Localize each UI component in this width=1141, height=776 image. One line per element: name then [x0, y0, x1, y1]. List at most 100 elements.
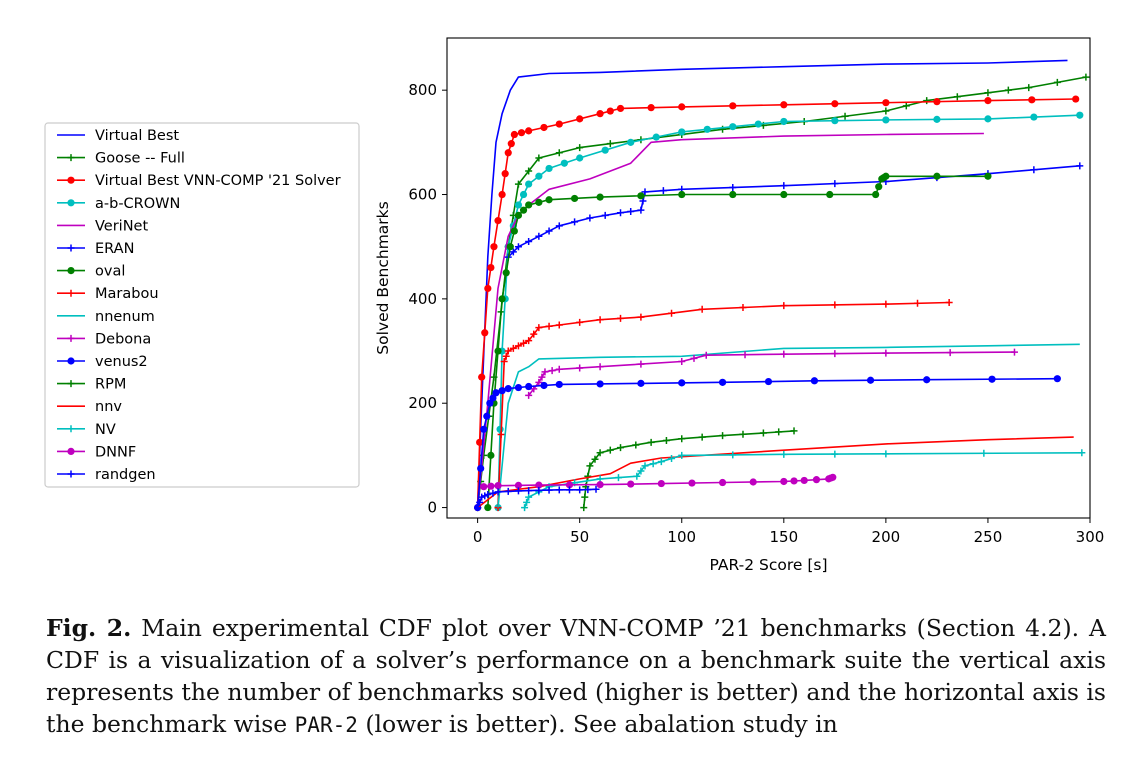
data-point — [780, 450, 788, 458]
data-point — [984, 89, 992, 97]
data-point — [498, 387, 506, 395]
data-point — [478, 373, 486, 381]
data-point — [984, 97, 992, 105]
data-point — [780, 101, 788, 109]
data-point — [517, 129, 526, 137]
data-point — [980, 449, 988, 457]
legend-label: Virtual Best — [95, 128, 179, 144]
legend-item-nv: NV — [57, 422, 116, 438]
data-point — [1010, 348, 1018, 356]
data-point — [831, 180, 839, 188]
data-point — [668, 455, 676, 463]
data-point — [489, 394, 497, 402]
data-point — [729, 190, 737, 199]
data-point — [484, 503, 492, 512]
data-point — [1072, 95, 1080, 103]
data-point — [548, 367, 556, 375]
data-point — [576, 486, 584, 494]
data-point — [882, 99, 890, 107]
data-point — [540, 381, 548, 390]
series-dnnf — [480, 473, 837, 491]
caption-lead: Fig. 2. — [46, 614, 132, 642]
data-point — [627, 480, 635, 488]
legend-marker — [67, 176, 75, 184]
x-tick-label: 150 — [769, 528, 798, 546]
data-point — [657, 479, 665, 488]
data-point — [729, 451, 737, 459]
data-point — [596, 110, 604, 118]
data-point — [525, 237, 533, 245]
data-point — [1053, 78, 1061, 86]
data-point — [514, 487, 522, 495]
series-virtual-best — [476, 59, 1068, 508]
data-point — [617, 209, 625, 217]
legend-item-eran: ERAN — [57, 241, 134, 257]
data-point — [718, 478, 727, 487]
data-point — [535, 378, 543, 386]
series-verinet — [476, 132, 984, 508]
data-point — [647, 438, 655, 446]
data-point — [882, 450, 890, 458]
data-point — [494, 482, 502, 490]
series-randgen — [474, 485, 600, 512]
data-point — [487, 451, 495, 459]
data-point — [483, 412, 491, 420]
data-point — [492, 389, 500, 397]
data-point — [882, 107, 890, 115]
data-point — [525, 382, 533, 391]
legend-marker — [67, 199, 75, 207]
data-point — [555, 120, 563, 128]
data-point — [945, 299, 953, 307]
legend-marker — [67, 380, 75, 388]
data-point — [914, 299, 922, 307]
data-point — [525, 493, 533, 501]
data-point — [601, 146, 609, 154]
data-point — [812, 476, 821, 484]
legend-label: nnenum — [95, 309, 155, 325]
data-point — [535, 481, 543, 489]
legend-item-a-b-crown: a-b-CROWN — [57, 196, 180, 212]
data-point — [545, 227, 553, 235]
legend-label: Debona — [95, 331, 151, 347]
data-point — [584, 472, 592, 480]
data-point — [606, 446, 614, 454]
data-point — [519, 206, 528, 214]
data-point — [502, 269, 510, 277]
data-point — [535, 172, 543, 180]
series-virtual-best-vnn-comp-21-solver — [474, 95, 1080, 512]
plot-frame — [446, 37, 1091, 519]
data-point — [946, 349, 954, 357]
data-point — [606, 107, 614, 115]
series-marabou — [494, 299, 953, 512]
legend-marker — [67, 334, 75, 342]
data-point — [496, 425, 504, 433]
data-point — [545, 322, 553, 330]
data-point — [510, 227, 518, 235]
series-debona — [525, 348, 1018, 399]
data-point — [759, 429, 767, 437]
data-point — [576, 364, 584, 372]
series-line-virtual-best — [476, 59, 1068, 508]
data-point — [530, 330, 538, 338]
data-point — [641, 188, 649, 196]
data-point — [659, 187, 667, 195]
data-point — [474, 504, 482, 512]
data-point — [498, 295, 506, 303]
data-point — [502, 352, 510, 360]
data-point — [754, 120, 762, 128]
data-point — [507, 140, 515, 148]
data-point — [555, 365, 563, 373]
data-point — [487, 482, 495, 490]
data-point — [668, 309, 676, 317]
legend-item-marabou: Marabou — [57, 286, 159, 302]
legend-item-nnv: nnv — [57, 399, 122, 415]
data-point — [565, 486, 573, 494]
data-point — [647, 104, 655, 112]
data-point — [984, 115, 992, 123]
data-point — [790, 427, 798, 435]
data-point — [504, 347, 512, 355]
data-point — [875, 183, 883, 191]
plot-area: 0 50 100 150 200 250 300 0 200 400 600 800 PAR-2 Sc… — [374, 37, 1104, 574]
data-point — [882, 116, 890, 124]
data-point — [902, 102, 910, 110]
